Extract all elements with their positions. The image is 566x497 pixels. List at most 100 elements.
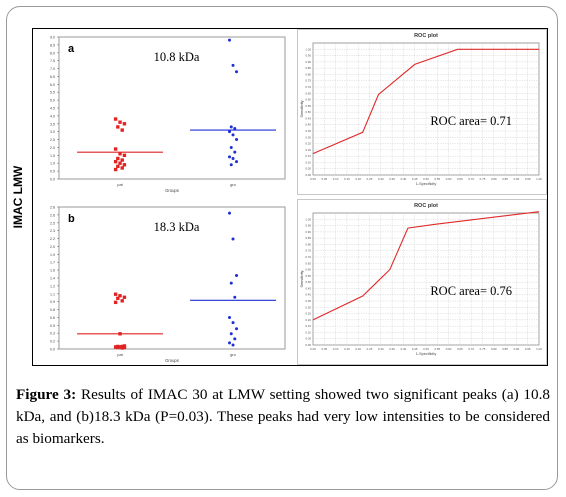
data-point [233, 337, 237, 341]
scatter-chart-b: 0.0 0.2 0.3 0.5 0.6 0.8 0.9 1.1 1.2 1.4 1.6 1.7 1.9 2… [50, 206, 286, 363]
y-tick-label: 0.9 [50, 300, 55, 304]
data-point [118, 152, 122, 156]
x-tick-label: 0.05 [321, 347, 327, 351]
x-tick-label: 0.90 [514, 347, 520, 351]
data-point [122, 153, 127, 158]
data-point [120, 158, 124, 162]
plot-frame [58, 206, 286, 350]
data-point [122, 122, 127, 126]
x-tick-label: pat [117, 352, 123, 357]
y-tick-label: 1.00 [305, 47, 311, 51]
data-point [229, 145, 233, 149]
x-tick-label: 0.30 [378, 177, 384, 181]
y-tick-label: 0.30 [305, 135, 311, 139]
y-tick-label: 2.0 [50, 146, 55, 150]
data-point [113, 300, 118, 305]
y-tick-label: 2.5 [50, 138, 55, 142]
data-point [235, 160, 239, 164]
x-tick-label: 0.70 [468, 347, 474, 351]
side-label-text: IMAC LMW [11, 165, 25, 229]
y-tick-label: 0.0 [50, 178, 55, 182]
data-point [235, 273, 239, 277]
data-point [228, 316, 231, 320]
y-tick-label: 0.6 [50, 316, 55, 320]
y-tick-label: 0.25 [305, 312, 311, 316]
y-tick-label: 2.6 [50, 213, 55, 217]
data-point [118, 345, 122, 349]
y-tick-label: 0.3 [50, 332, 55, 336]
y-tick-label: 8.5 [50, 43, 55, 47]
data-point [120, 128, 124, 132]
data-point [118, 120, 122, 124]
y-tick-label: 0.50 [305, 280, 311, 284]
y-tick-label: 1.4 [50, 277, 55, 281]
x-tick-label: 0.65 [457, 347, 463, 351]
peak-annotation: 18.3 kDa [154, 220, 200, 234]
y-tick-label: 0.85 [305, 236, 311, 240]
y-tick-label: 1.6 [50, 269, 55, 273]
x-tick-label: 0.10 [333, 347, 339, 351]
x-tick-label: 0.80 [491, 177, 497, 181]
data-point [120, 346, 124, 350]
scatter-panel-a: 0.0 0.5 1.0 1.5 2.0 2.5 3.0 3.5 4.0 4.5 5.0 5.5 6.0 6… [33, 29, 295, 195]
x-tick-label: 0.50 [423, 177, 429, 181]
x-tick-label: 0.30 [378, 347, 384, 351]
data-point [116, 156, 120, 161]
x-tick-label: 0.10 [333, 177, 339, 181]
x-tick-label: pat [117, 182, 123, 187]
y-tick-label: 4.0 [50, 114, 55, 118]
x-tick-label: 0.55 [434, 347, 440, 351]
data-point [229, 281, 233, 285]
y-tick-label: 0.55 [305, 274, 311, 278]
x-axis-label: 1-Specificity [416, 352, 437, 356]
data-point [231, 321, 235, 325]
data-point [231, 63, 235, 67]
x-tick-label: 0.45 [412, 347, 418, 351]
x-tick-label: gro [230, 182, 237, 187]
y-tick-label: 1.1 [50, 292, 55, 296]
roc-chart-b: ROC plot 0.00 0.05 0.10 0.15 0.20 0.25 0.30 0.35… [297, 199, 547, 365]
y-tick-label: 0.10 [305, 330, 311, 334]
x-tick-label: 0.20 [355, 177, 361, 181]
y-tick-label: 0.90 [305, 230, 311, 234]
y-tick-label: 1.0 [50, 162, 55, 166]
x-tick-label: 0.00 [310, 177, 316, 181]
y-tick-label: 0.25 [305, 142, 311, 146]
data-point [228, 38, 231, 42]
roc-panel-a: ROC plot 0.00 0.05 0.10 0.15 0.20 0.25 0.30 0.35… [297, 29, 547, 195]
x-tick-label: gro [230, 352, 237, 357]
y-tick-label: 2.2 [50, 237, 55, 241]
y-tick-label: 2.5 [50, 221, 55, 225]
x-tick-label: 0.80 [491, 347, 497, 351]
data-point [113, 117, 118, 121]
y-tick-label: 0.95 [305, 224, 311, 228]
x-tick-label: 0.70 [468, 177, 474, 181]
y-tick-label: 3.5 [50, 122, 55, 126]
y-tick-label: 0.0 [50, 348, 55, 352]
x-tick-label: 1.00 [536, 347, 542, 351]
y-tick-label: 0.15 [305, 154, 311, 158]
y-tick-label: 6.5 [50, 75, 55, 79]
y-tick-label: 0.2 [50, 340, 55, 344]
data-point [235, 327, 239, 331]
x-tick-label: 1.00 [536, 177, 542, 181]
data-point [229, 332, 233, 336]
data-point [228, 130, 231, 134]
y-tick-label: 9.0 [50, 36, 55, 40]
x-tick-label: 0.75 [480, 347, 486, 351]
data-point [228, 341, 231, 345]
data-point [229, 125, 233, 129]
data-point [229, 163, 233, 167]
roc-area-annotation: ROC area= 0.76 [430, 284, 512, 298]
panel-letter: b [68, 213, 75, 225]
data-point [233, 295, 237, 299]
data-point [231, 343, 235, 347]
peak-annotation: 10.8 kDa [154, 50, 200, 64]
data-point [116, 125, 120, 129]
y-tick-label: 0.65 [305, 261, 311, 265]
data-point [235, 70, 239, 74]
data-point [122, 163, 127, 167]
x-tick-label: 0.85 [502, 347, 508, 351]
data-point [118, 294, 122, 298]
x-tick-label: 0.15 [344, 347, 350, 351]
